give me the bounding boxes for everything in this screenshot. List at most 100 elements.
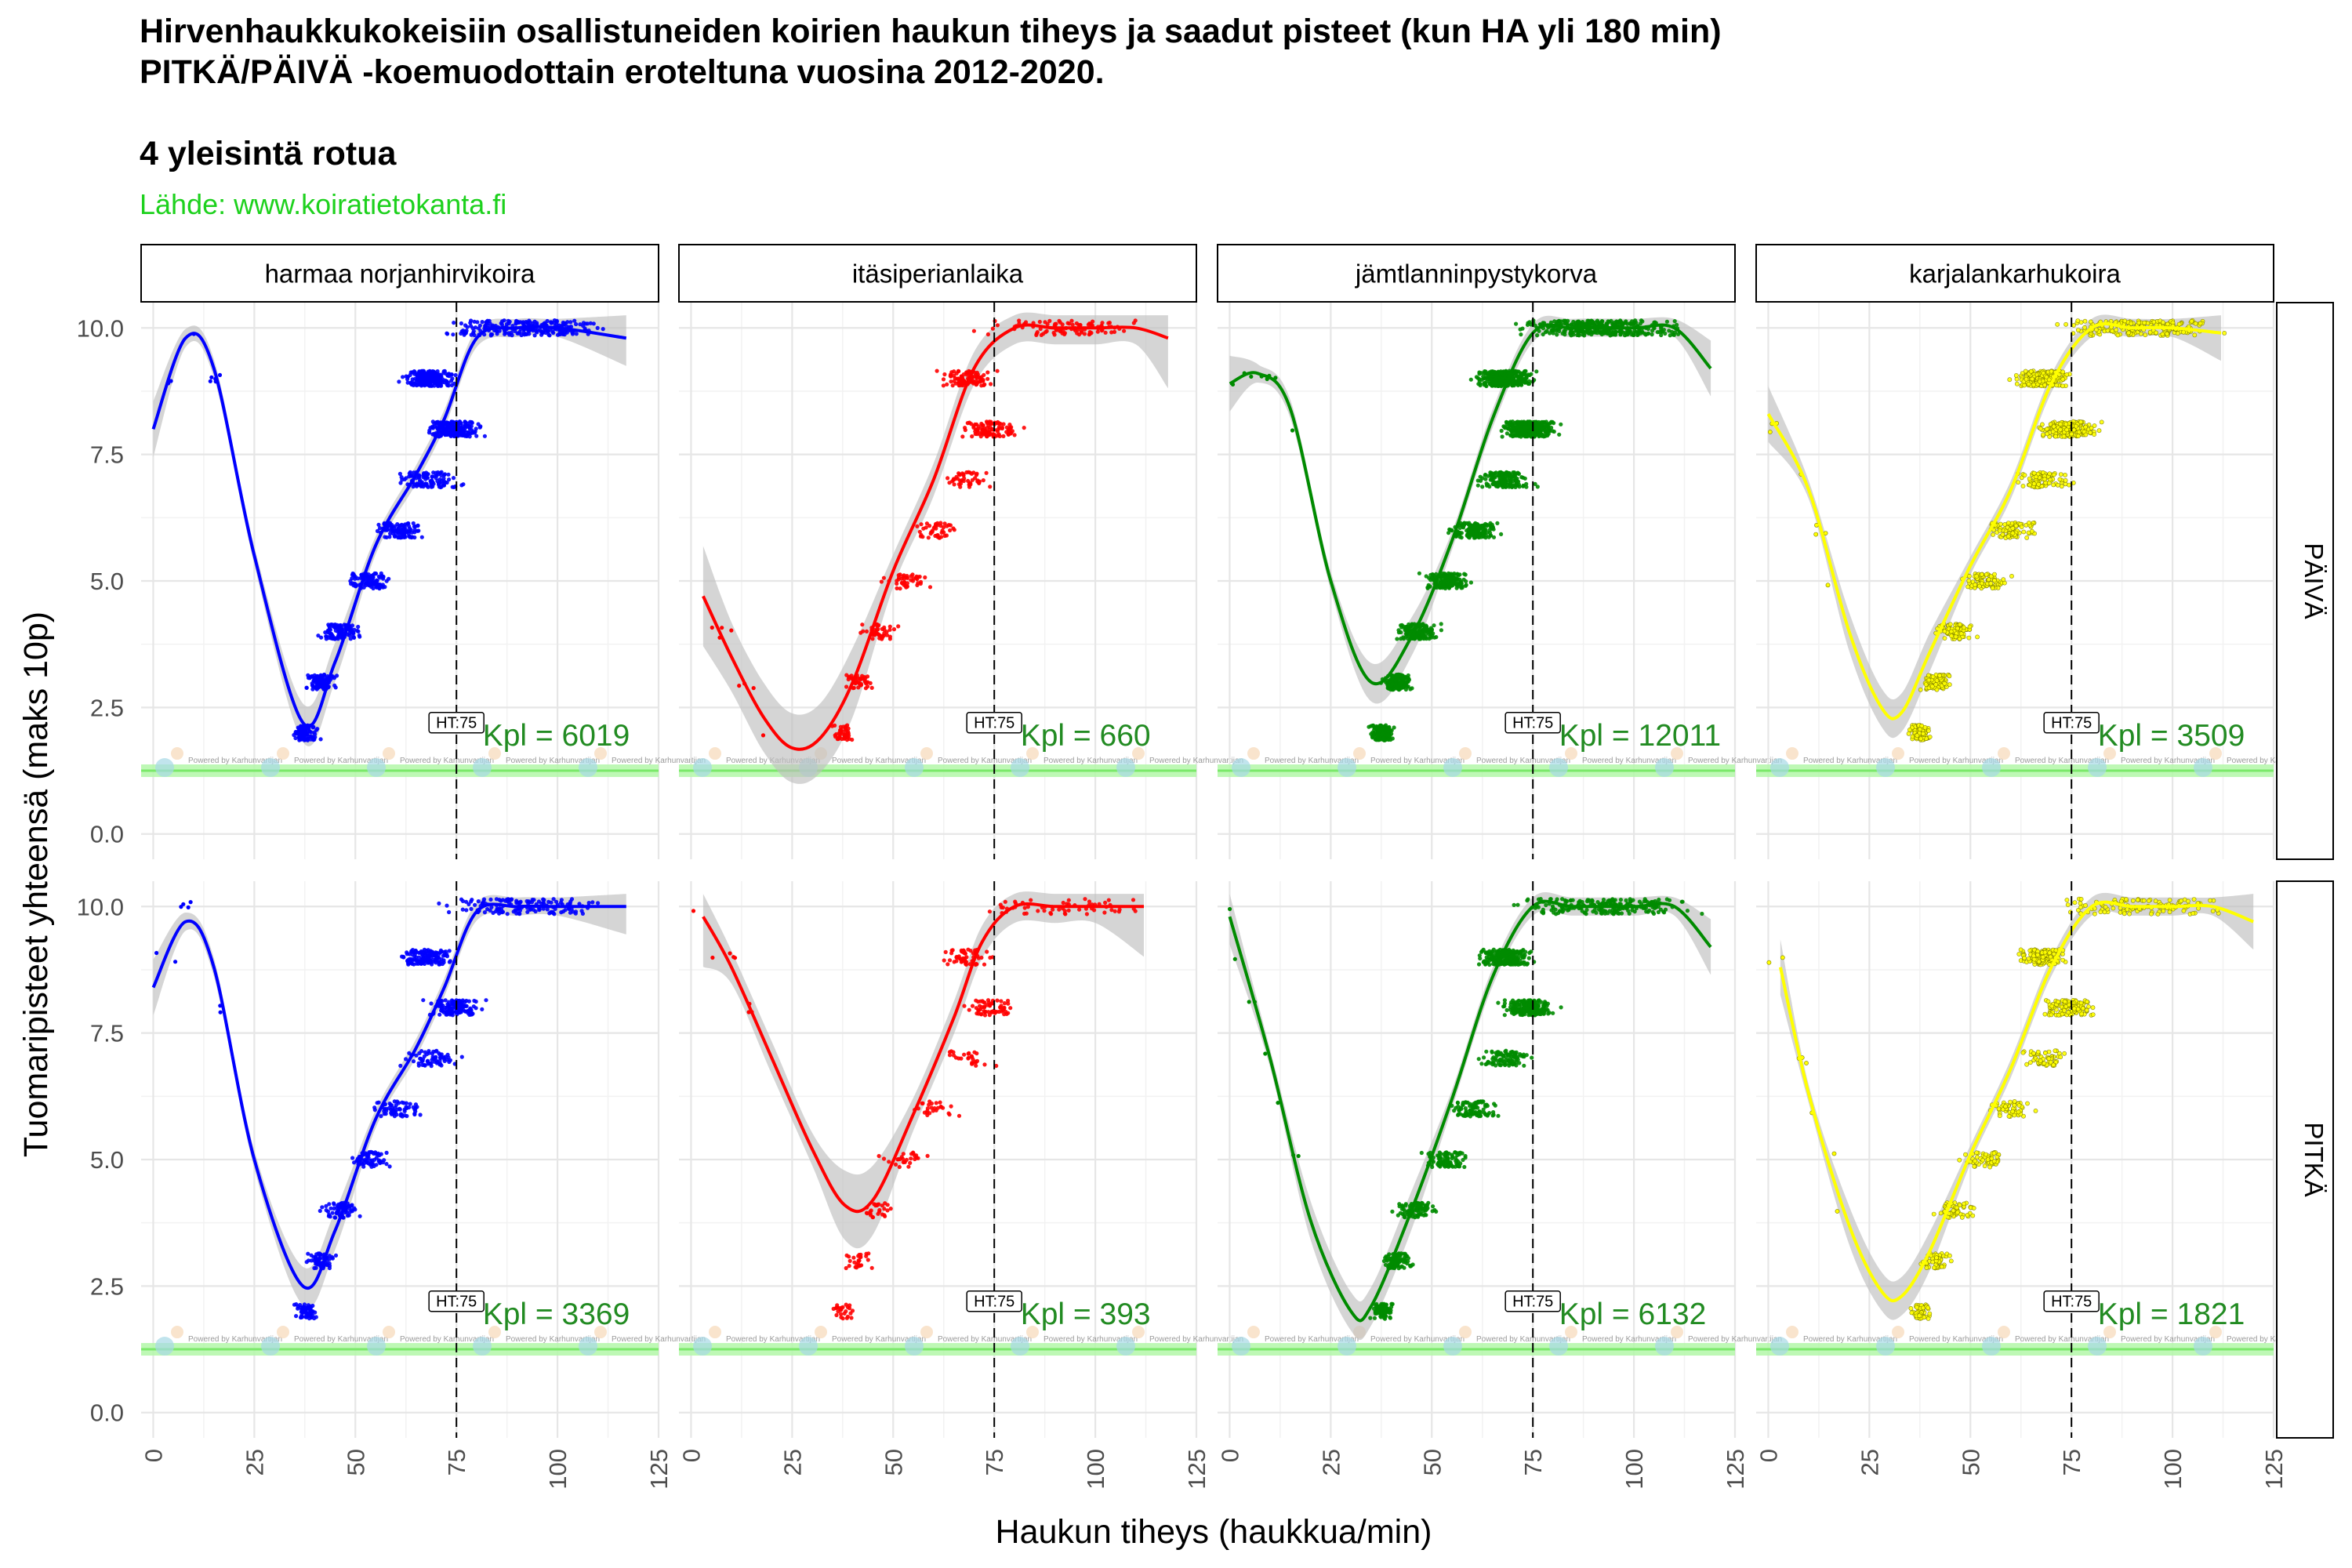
reference-line-label: HT:75: [974, 715, 1014, 732]
data-point: [1541, 433, 1545, 437]
data-point: [2161, 320, 2165, 325]
data-point: [1133, 318, 1138, 323]
data-point: [979, 430, 984, 435]
watermark-logo-icon: [1982, 758, 2001, 778]
data-point: [2143, 332, 2148, 338]
data-point: [1429, 575, 1434, 581]
data-point: [495, 332, 499, 336]
data-point: [1493, 369, 1497, 375]
data-point: [472, 319, 477, 324]
data-point: [914, 575, 919, 581]
data-point: [881, 575, 886, 580]
data-point: [1001, 434, 1006, 439]
data-point: [1439, 622, 1443, 626]
data-point: [1381, 731, 1385, 736]
data-point: [430, 432, 435, 437]
data-point: [419, 535, 424, 539]
data-point: [963, 426, 967, 430]
data-point: [1401, 637, 1406, 641]
data-point: [1488, 533, 1493, 538]
data-point: [870, 637, 875, 641]
data-point: [910, 579, 916, 583]
data-point: [591, 321, 596, 326]
data-point: [1451, 572, 1456, 578]
data-point: [497, 328, 502, 333]
data-point: [1439, 576, 1444, 581]
watermark-text: Powered by Karhunvartijan: [188, 757, 282, 765]
data-point: [1560, 331, 1565, 336]
data-point: [975, 374, 980, 379]
data-point: [1624, 321, 1628, 325]
data-point: [419, 480, 424, 485]
data-point: [2026, 381, 2031, 387]
data-point: [1991, 532, 1995, 537]
data-point: [1490, 526, 1494, 531]
data-point: [1416, 630, 1421, 634]
data-point: [398, 481, 403, 485]
data-point: [451, 476, 456, 481]
data-point: [452, 321, 456, 325]
data-point: [2042, 477, 2047, 482]
data-point: [1533, 323, 1537, 328]
data-point: [502, 318, 506, 323]
data-point: [514, 319, 519, 324]
data-point: [898, 572, 902, 577]
data-point: [2082, 325, 2087, 330]
data-point: [1457, 532, 1462, 536]
data-point: [2189, 318, 2194, 324]
data-point: [2176, 321, 2182, 327]
data-point: [1424, 574, 1428, 579]
data-point: [949, 379, 953, 384]
data-point: [425, 373, 430, 378]
watermark-logo-icon: [1549, 758, 1568, 778]
data-point: [891, 627, 897, 632]
data-point: [1508, 419, 1513, 424]
data-point: [2096, 428, 2102, 434]
watermark-logo-icon: [1655, 758, 1674, 778]
data-point: [1475, 526, 1479, 531]
data-point: [1464, 583, 1468, 587]
panel-paiva-2: Powered by Karhunvartijan Powered by Karh…: [679, 303, 1243, 859]
data-point: [439, 470, 444, 474]
data-point: [406, 521, 411, 526]
panel-paiva-3: Powered by Karhunvartijan Powered by Karh…: [1218, 303, 1782, 859]
data-point: [1494, 377, 1498, 382]
data-point: [425, 484, 430, 488]
data-point: [851, 685, 856, 691]
data-point: [1386, 737, 1391, 742]
data-point: [412, 524, 417, 529]
data-point: [1646, 332, 1650, 336]
data-point: [1573, 328, 1578, 333]
data-point: [2016, 480, 2021, 485]
data-point: [307, 734, 312, 739]
data-point: [332, 683, 337, 688]
data-point: [2083, 432, 2089, 437]
data-point: [574, 321, 579, 327]
data-point: [446, 383, 451, 388]
data-point: [1420, 631, 1425, 637]
data-point: [531, 328, 535, 333]
data-point: [840, 736, 844, 742]
data-point: [439, 478, 444, 484]
data-point: [1501, 376, 1505, 381]
data-point: [915, 524, 920, 528]
data-point: [428, 369, 433, 374]
data-point: [2110, 328, 2115, 334]
data-point: [1526, 425, 1530, 430]
data-point: [389, 524, 394, 529]
data-point: [2122, 318, 2128, 324]
data-point: [2060, 369, 2066, 375]
data-point: [2039, 422, 2045, 427]
data-point: [379, 571, 383, 576]
data-point: [1449, 576, 1454, 581]
data-point: [405, 380, 410, 385]
data-point: [895, 586, 899, 591]
data-point: [400, 477, 405, 482]
data-point: [1672, 319, 1677, 324]
data-point: [1515, 425, 1519, 430]
data-point: [2129, 321, 2134, 326]
data-point: [2063, 422, 2069, 427]
data-point: [868, 681, 873, 686]
data-point: [437, 485, 442, 489]
watermark-logo-icon: [920, 747, 933, 760]
